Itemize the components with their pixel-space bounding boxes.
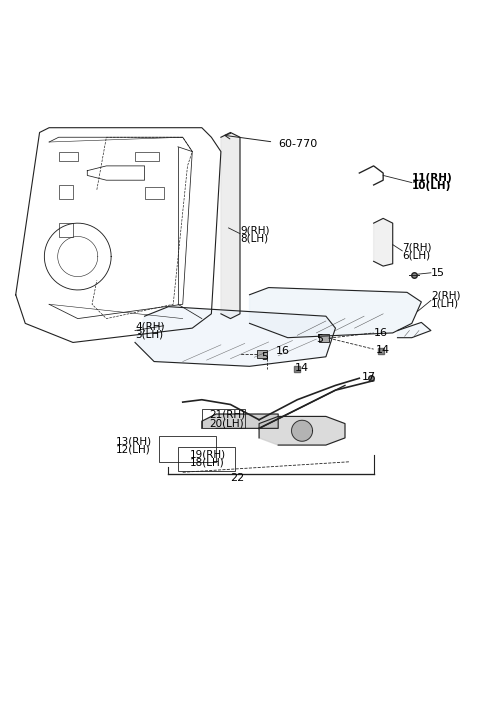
Polygon shape (291, 420, 312, 441)
Text: 16: 16 (373, 328, 388, 338)
Text: 4(RH): 4(RH) (135, 322, 165, 332)
Text: 17: 17 (362, 372, 376, 382)
Bar (319, 334, 329, 342)
Text: 20(LH): 20(LH) (209, 418, 244, 428)
Text: 11(RH): 11(RH) (412, 172, 453, 183)
Text: 15: 15 (431, 268, 445, 278)
Polygon shape (373, 218, 393, 266)
Bar (202, 409, 245, 428)
Text: 21(RH): 21(RH) (209, 410, 245, 420)
Bar (59, 223, 73, 237)
Text: 5: 5 (262, 352, 268, 362)
Bar (144, 187, 164, 199)
Text: 16: 16 (276, 346, 290, 356)
Text: 19(RH): 19(RH) (190, 450, 226, 460)
Text: 5: 5 (316, 334, 324, 344)
Text: 7(RH): 7(RH) (402, 242, 432, 252)
Text: 12(LH): 12(LH) (116, 444, 151, 454)
Text: 60-770: 60-770 (278, 139, 317, 149)
Polygon shape (202, 414, 278, 428)
Bar (135, 151, 159, 161)
Text: 10(LH): 10(LH) (412, 181, 451, 191)
Polygon shape (135, 307, 336, 366)
Bar (59, 151, 78, 161)
Bar (178, 448, 235, 471)
Text: 18(LH): 18(LH) (190, 458, 225, 467)
Text: 14: 14 (295, 363, 309, 372)
Bar (257, 350, 267, 358)
Bar (159, 436, 216, 462)
Text: 1(LH): 1(LH) (431, 298, 459, 309)
Polygon shape (259, 417, 345, 445)
Text: 14: 14 (376, 345, 390, 355)
Text: 6(LH): 6(LH) (402, 250, 431, 260)
Text: 22: 22 (230, 474, 245, 484)
Polygon shape (250, 287, 421, 338)
Bar (59, 185, 73, 199)
Polygon shape (221, 132, 240, 319)
Text: 3(LH): 3(LH) (135, 329, 163, 340)
Text: 2(RH): 2(RH) (431, 291, 460, 301)
Text: 9(RH): 9(RH) (240, 225, 269, 235)
Text: 13(RH): 13(RH) (116, 436, 152, 446)
Polygon shape (397, 322, 431, 338)
Text: 8(LH): 8(LH) (240, 234, 268, 244)
